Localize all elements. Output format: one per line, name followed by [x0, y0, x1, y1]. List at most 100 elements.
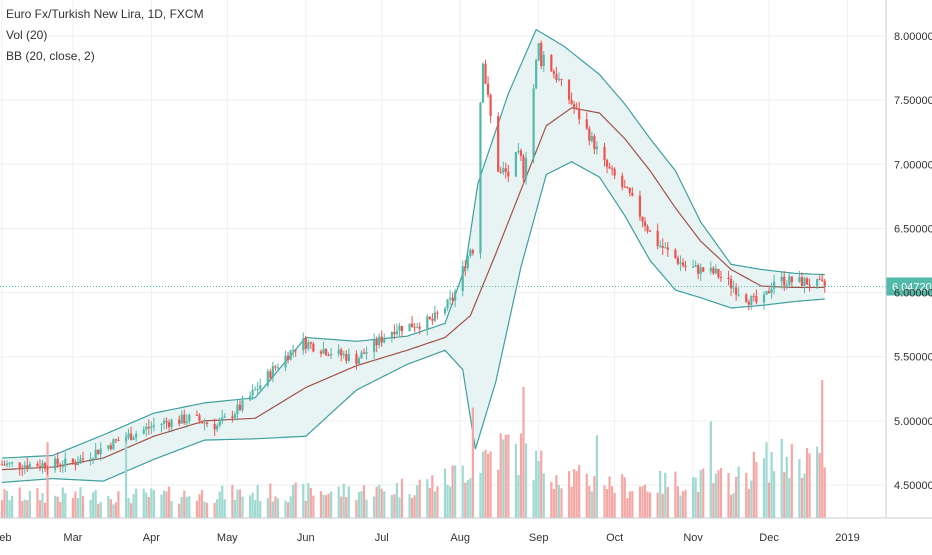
- volume-bar: [471, 407, 474, 518]
- candle-body: [661, 245, 664, 248]
- candle-body: [256, 389, 259, 391]
- volume-bar: [750, 480, 753, 518]
- candlesticks[interactable]: [0, 40, 826, 477]
- candle-body: [666, 247, 669, 250]
- volume-bar: [770, 452, 773, 518]
- candle-body: [446, 299, 449, 309]
- volume-bar: [132, 493, 135, 518]
- candle-body: [294, 349, 297, 351]
- candle-body: [755, 296, 758, 303]
- volume-bar: [431, 475, 434, 518]
- volume-bar: [5, 490, 9, 518]
- bollinger-upper: [1, 28, 825, 459]
- volume-bar: [823, 467, 826, 518]
- volume-bar: [486, 453, 490, 518]
- volume-bar: [360, 491, 363, 518]
- candle-body: [5, 463, 9, 466]
- candle-body: [780, 276, 783, 282]
- candle-body: [514, 151, 518, 177]
- candle-body: [345, 354, 348, 361]
- volume-bar: [661, 493, 664, 518]
- volume-bar: [213, 502, 216, 518]
- volume-bar: [329, 491, 333, 518]
- volume-bar: [514, 443, 518, 518]
- candle-body: [274, 366, 277, 368]
- volume-bar: [41, 492, 44, 518]
- volume-bar: [735, 476, 738, 518]
- candle-body: [821, 279, 824, 281]
- legend-symbol[interactable]: Euro Fx/Turkish New Lira, 1D, FXCM: [6, 7, 204, 21]
- candle-body: [231, 416, 234, 418]
- volume-bar: [309, 487, 312, 518]
- volume-bar: [641, 486, 644, 518]
- candle-body: [818, 279, 821, 281]
- candle-body: [221, 417, 224, 422]
- volume-bar: [610, 486, 614, 518]
- candle-body: [390, 331, 393, 339]
- volume-bar: [97, 503, 100, 518]
- candle-body: [737, 294, 740, 296]
- candle-body: [165, 420, 168, 423]
- volume-bar: [555, 475, 558, 518]
- volume-bar: [613, 493, 616, 518]
- candle-body: [808, 284, 811, 286]
- candle-body: [469, 250, 472, 257]
- candle-body: [276, 367, 280, 369]
- volume-bar: [522, 386, 525, 518]
- volume-bar: [448, 486, 452, 518]
- volume-bar: [347, 486, 350, 518]
- volume-bar: [461, 465, 464, 518]
- legend-volume[interactable]: Vol (20): [6, 28, 48, 42]
- candle-body: [307, 342, 310, 349]
- volume-bar: [755, 462, 758, 518]
- price-tick-label: 7.00000: [894, 159, 932, 171]
- candle-body: [393, 331, 396, 335]
- candle-body: [145, 426, 148, 430]
- volume-bar: [519, 433, 523, 518]
- candle-body: [195, 414, 199, 416]
- candle-body: [773, 281, 776, 289]
- volume-bar: [76, 498, 80, 518]
- candle-body: [416, 326, 419, 328]
- volume-bar: [383, 491, 386, 518]
- volume-bar: [767, 482, 771, 518]
- volume-bar: [59, 502, 62, 518]
- candle-body: [254, 389, 257, 391]
- time-tick-label: Aug: [450, 532, 470, 544]
- volume-bar: [585, 473, 588, 518]
- volume-bar: [540, 450, 543, 518]
- candle-body: [605, 160, 609, 167]
- volume-bar: [489, 451, 492, 518]
- volume-bar: [107, 495, 110, 518]
- candle-body: [681, 262, 685, 266]
- volume-bar: [3, 489, 6, 518]
- candle-body: [74, 462, 77, 466]
- candle-body: [61, 466, 64, 468]
- candle-body: [251, 389, 254, 396]
- candle-body: [451, 297, 454, 301]
- volume-bar: [593, 476, 596, 518]
- volume-bar: [337, 486, 340, 518]
- volume-bar: [588, 485, 591, 518]
- legend-bollinger[interactable]: BB (20, close, 2): [6, 49, 95, 63]
- candle-body: [413, 327, 416, 329]
- candle-body: [8, 462, 11, 464]
- candle-body: [542, 54, 545, 67]
- candle-body: [284, 355, 287, 368]
- volume-bar: [504, 434, 507, 518]
- candle-body: [322, 349, 325, 354]
- volume-bar: [46, 442, 49, 518]
- candle-body: [185, 421, 188, 424]
- volume-bar: [259, 501, 262, 518]
- candle-body: [183, 414, 186, 424]
- volume-bar: [428, 487, 431, 518]
- candle-body: [499, 171, 502, 173]
- volume-bar: [464, 482, 467, 518]
- volume-bar: [729, 494, 733, 518]
- candle-body: [765, 291, 768, 295]
- volume-bar: [99, 501, 102, 518]
- candle-body: [628, 187, 631, 193]
- volume-bar: [380, 488, 383, 518]
